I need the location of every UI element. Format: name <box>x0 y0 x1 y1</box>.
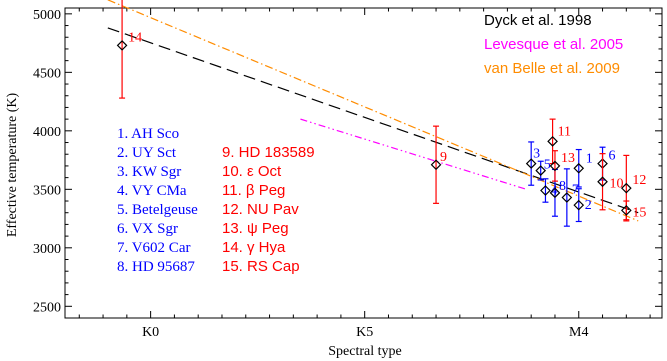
legend-entry: Levesque et al. 2005 <box>484 36 623 53</box>
axis-ticks: 2500 3000 3500 4000 4500 5000 K0 K5 M4 <box>33 8 662 340</box>
plot-frame <box>64 7 663 319</box>
x-tick-label: K0 <box>142 325 159 340</box>
diamond-marker <box>549 187 561 199</box>
point-label: 4 <box>550 183 557 198</box>
star-list-item: 12. NU Pav <box>222 201 299 218</box>
data-point-2: 2 <box>573 188 592 223</box>
diamond-marker <box>597 176 608 188</box>
point-label: 13 <box>561 151 575 166</box>
data-point-9: 9 <box>430 125 447 204</box>
legend-entry: van Belle et al. 2009 <box>484 60 620 77</box>
data-point-4: 4 <box>540 178 557 203</box>
point-label: 14 <box>128 30 142 45</box>
legend: Dyck et al. 1998 Levesque et al. 2005 van … <box>484 12 623 77</box>
point-label: 9 <box>440 150 447 165</box>
star-list-item: 3. KW Sgr <box>117 164 181 180</box>
diamond-marker <box>620 205 632 216</box>
diamond-marker <box>547 136 558 147</box>
star-list-item: 10. ε Oct <box>222 163 282 180</box>
data-point-3: 3 <box>525 141 540 186</box>
point-label: 6 <box>609 149 616 164</box>
fit-lines <box>107 0 639 222</box>
diamond-marker <box>540 185 551 196</box>
data-point-14: 14 <box>116 0 142 99</box>
data-point-5: 5 <box>535 158 551 181</box>
y-tick-label: 5000 <box>33 8 61 23</box>
diamond-marker <box>535 165 547 176</box>
star-list-item: 2. UY Sct <box>117 145 177 161</box>
y-tick-label: 4000 <box>33 125 61 140</box>
point-label: 1 <box>586 151 593 166</box>
star-list-item: 9. HD 183589 <box>222 144 315 161</box>
star-list-item: 5. Betelgeuse <box>117 202 198 218</box>
fit-line-2 <box>300 118 527 190</box>
point-label: 15 <box>632 205 646 220</box>
y-axis-title: Effective temperature (K) <box>5 92 20 237</box>
star-list: 1. AH Sco 2. UY Sct 3. KW Sgr 4. VY CMa 5. B… <box>117 126 315 275</box>
point-label: 5 <box>544 158 551 173</box>
data-point-1: 1 <box>573 148 593 188</box>
diamond-marker <box>561 192 573 203</box>
data-point-6: 6 <box>597 146 616 181</box>
point-label: 11 <box>558 124 571 139</box>
point-label: 8 <box>559 179 566 194</box>
point-label: 12 <box>632 173 646 188</box>
diamond-marker <box>525 158 537 169</box>
diamond-marker <box>549 160 561 172</box>
y-tick-label: 4500 <box>33 66 61 81</box>
x-tick-label: M4 <box>569 325 588 340</box>
star-list-item: 15. RS Cap <box>222 258 300 275</box>
diamond-marker <box>116 40 128 51</box>
data-point-13: 13 <box>549 150 575 182</box>
fit-line-3 <box>107 0 639 222</box>
legend-entry: Dyck et al. 1998 <box>484 12 592 29</box>
y-tick-label: 2500 <box>33 300 61 315</box>
data-point-11: 11 <box>547 118 571 165</box>
star-list-item: 8. HD 95687 <box>117 259 195 275</box>
diamond-marker <box>620 182 632 194</box>
data-point-10: 10 <box>597 153 624 211</box>
x-tick-label: K5 <box>356 325 373 340</box>
diamond-marker <box>573 199 585 211</box>
star-list-item: 1. AH Sco <box>117 126 179 142</box>
fit-line-1 <box>107 27 639 214</box>
y-tick-label: 3000 <box>33 242 61 257</box>
point-label: 7 <box>572 183 579 198</box>
y-tick-label: 3500 <box>33 183 61 198</box>
diamond-marker <box>430 159 442 171</box>
star-list-item: 4. VY CMa <box>117 183 187 199</box>
point-label: 3 <box>533 147 540 162</box>
star-list-item: 14. γ Hya <box>222 239 286 256</box>
x-axis-title: Spectral type <box>328 344 401 359</box>
star-list-item: 11. β Peg <box>222 182 285 199</box>
point-label: 10 <box>610 177 624 192</box>
star-list-item: 13. ψ Peg <box>222 220 289 237</box>
diamond-marker <box>573 162 585 174</box>
star-list-item: 7. V602 Car <box>117 240 190 256</box>
star-list-item: 6. VX Sgr <box>117 221 178 237</box>
data-point-7: 7 <box>561 168 579 227</box>
data-point-15: 15 <box>620 200 646 220</box>
point-label: 2 <box>585 198 592 213</box>
